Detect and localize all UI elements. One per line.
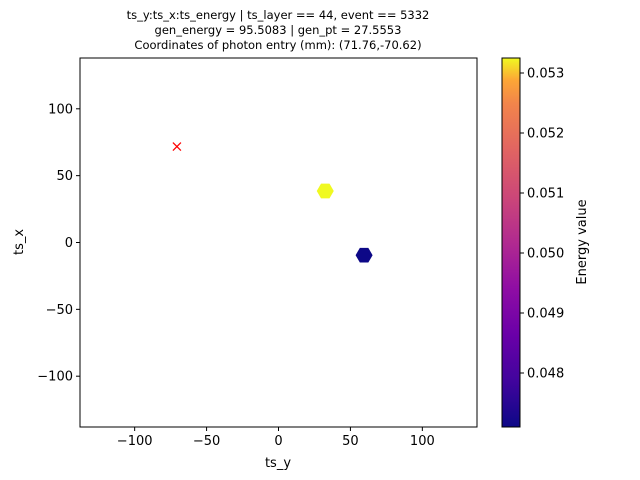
y-axis-label: ts_x [12, 229, 27, 255]
chart-title-line-2: gen_energy = 95.5083 | gen_pt = 27.5553 [155, 23, 402, 37]
colorbar-tick-label: 0.048 [527, 367, 564, 382]
colorbar-tick-label: 0.053 [527, 67, 564, 82]
photon-entry-x [172, 142, 182, 152]
y-tick-label: 0 [65, 236, 73, 251]
colorbar-label: Energy value [575, 199, 590, 284]
x-tick-label: 100 [410, 434, 435, 449]
y-tick-label: −50 [46, 303, 73, 318]
x-axis-ticks: −100 −50 0 50 100 [117, 427, 435, 449]
y-tick-label: 50 [56, 169, 73, 184]
x-axis-label: ts_y [265, 456, 291, 471]
chart-title-line-3: Coordinates of photon entry (mm): (71.76… [134, 38, 421, 52]
colorbar-tick-label: 0.051 [527, 187, 564, 202]
chart-title: ts_y:ts_x:ts_energy | ts_layer == 44, ev… [127, 8, 430, 52]
data-point-1 [316, 183, 334, 199]
x-tick-label: −100 [117, 434, 153, 449]
y-tick-label: 100 [48, 102, 73, 117]
colorbar-gradient [501, 57, 521, 428]
colorbar: 0.048 0.049 0.050 0.051 0.052 0.053 Energy va… [501, 57, 590, 428]
colorbar-tick-label: 0.049 [527, 307, 564, 322]
x-tick-label: 0 [274, 434, 282, 449]
chart-title-line-1: ts_y:ts_x:ts_energy | ts_layer == 44, ev… [127, 8, 430, 22]
colorbar-tick-label: 0.052 [527, 127, 564, 142]
data-points [316, 183, 373, 263]
colorbar-ticks: 0.048 0.049 0.050 0.051 0.052 0.053 [520, 67, 564, 382]
colorbar-tick-label: 0.050 [527, 247, 564, 262]
plot-area [80, 58, 477, 427]
x-tick-label: 50 [342, 434, 359, 449]
x-tick-label: −50 [193, 434, 220, 449]
y-tick-label: −100 [37, 370, 73, 385]
photon-entry-marker [172, 142, 182, 152]
data-point-2 [355, 247, 373, 263]
y-axis-ticks: −100 −50 0 50 100 [37, 102, 80, 385]
